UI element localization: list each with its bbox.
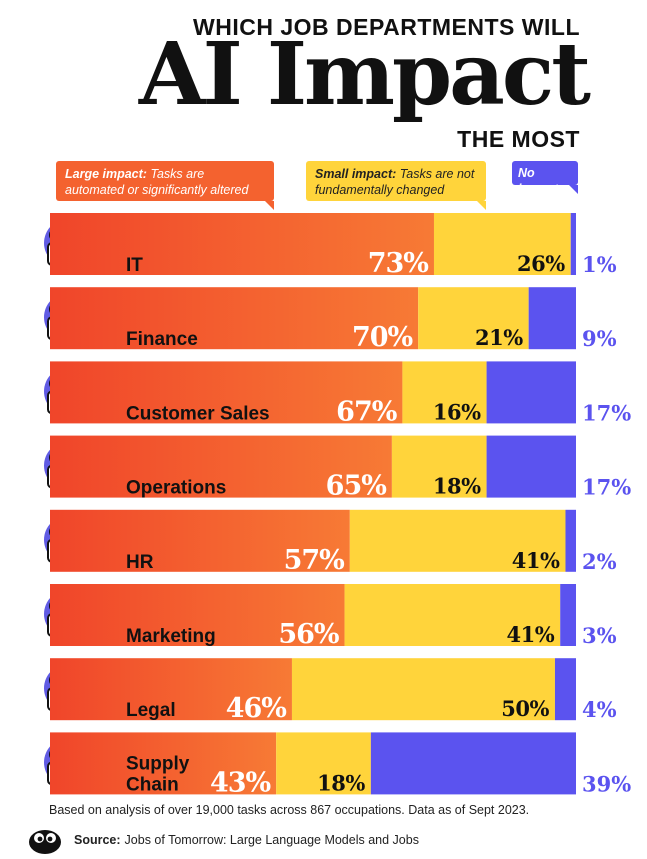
footnote: Based on analysis of over 19,000 tasks a… [49,803,530,817]
bar-none-marketing [560,584,576,646]
data-label-none-finance: 9% [582,326,617,351]
legend-large-label: Large impact: [65,167,147,181]
bar-large-operations [50,435,392,498]
data-label-large-supply-chain: 43% [210,767,271,798]
bar-large-supply-chain [50,732,277,795]
data-label-none-hr: 2% [582,549,617,574]
data-label-small-operations: 18% [433,474,481,499]
legend-small-impact: Small impact: Tasks are not fundamentall… [306,161,486,210]
bar-none-operations [486,435,576,498]
category-label-operations: Operations [126,478,226,499]
data-label-small-hr: 41% [512,548,560,573]
bar-large-it [50,213,434,275]
data-label-none-operations: 17% [582,475,631,500]
category-label-legal: Legal [126,700,176,721]
bar-large-hr [50,509,350,572]
data-label-none-marketing: 3% [582,623,617,648]
bar-small-supply-chain [276,732,371,795]
data-label-large-it: 73% [368,248,429,279]
bar-large-customer-sales [50,361,403,424]
data-label-small-marketing: 41% [507,622,555,647]
bar-none-supply-chain [370,732,576,795]
category-label-it: IT [126,255,143,276]
bar-large-marketing [50,584,345,646]
data-label-small-it: 26% [517,251,565,276]
legend-large-impact: Large impact: Tasks are automated or sig… [56,161,274,210]
bar-small-legal [291,658,555,721]
data-label-small-finance: 21% [475,325,523,350]
legend-no-impact: No impact [512,161,578,196]
data-label-small-supply-chain: 18% [317,770,365,795]
pre-title: WHICH JOB DEPARTMENTS WILL [193,14,580,40]
bar-small-it [433,213,571,275]
source-text: Jobs of Tomorrow: Large Language Models … [124,833,419,847]
bar-none-finance [528,287,576,350]
data-label-large-operations: 65% [326,471,387,502]
bar-large-legal [50,658,292,721]
legend-large-desc: Tasks are automated or significantly alt… [65,167,249,197]
data-label-large-hr: 57% [284,545,345,576]
bar-small-finance [418,287,529,350]
post-title: THE MOST [457,126,580,152]
legend-small-label: Small impact: [315,167,397,181]
brand-logo-icon [29,830,61,854]
category-label-supply-chain: Supply Chain [126,753,190,795]
source-label: Source: [74,833,121,847]
bar-large-finance [50,287,419,350]
legend-small-desc: Tasks are not fundamentally changed [315,167,475,197]
page-title: AI Impact [138,24,591,125]
bar-none-hr [565,509,576,572]
data-label-small-customer-sales: 16% [433,399,481,424]
data-label-large-legal: 46% [226,693,287,724]
category-label-hr: HR [126,552,154,573]
source-line: Source: Jobs of Tomorrow: Large Language… [28,825,419,855]
legend-none-label: No impact [518,166,559,196]
category-label-marketing: Marketing [126,626,216,647]
bar-none-it [570,213,576,275]
bar-small-operations [391,435,487,498]
data-label-large-finance: 70% [352,322,413,353]
category-label-customer-sales: Customer Sales [126,403,270,424]
data-label-none-supply-chain: 39% [582,771,631,796]
data-label-none-legal: 4% [582,697,617,722]
data-label-small-legal: 50% [501,696,549,721]
data-label-large-customer-sales: 67% [336,396,397,427]
bar-small-marketing [344,584,561,646]
bar-none-customer-sales [486,361,576,424]
data-label-large-marketing: 56% [278,619,339,650]
bar-none-legal [554,658,576,721]
data-label-none-it: 1% [582,252,617,277]
data-label-none-customer-sales: 17% [582,400,631,425]
bar-small-customer-sales [402,361,487,424]
bar-small-hr [349,509,566,572]
category-label-finance: Finance [126,329,198,350]
